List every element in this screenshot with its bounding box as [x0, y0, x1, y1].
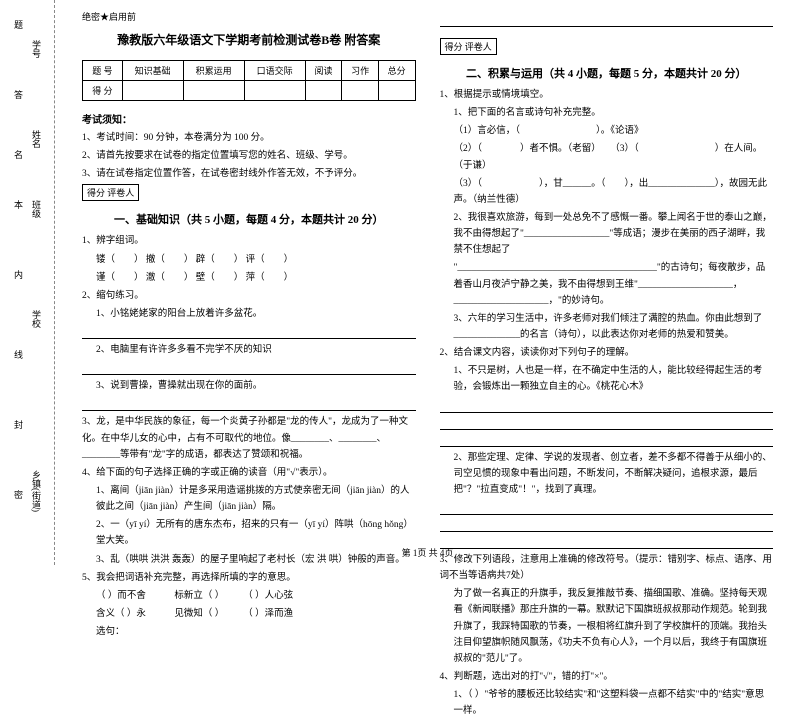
th: 总分 [378, 61, 415, 81]
sep-4: 本 [12, 200, 25, 209]
label-town: 乡镇(街道) [30, 470, 43, 512]
th: 口语交际 [244, 61, 305, 81]
th: 知识基础 [122, 61, 183, 81]
td[interactable] [342, 81, 379, 101]
notice-title: 考试须知： [82, 111, 416, 126]
r3-text[interactable]: 为了做一名真正的升旗手，我反复推敲节奏、描细国歌、准确。坚持每天观看《新闻联播》… [440, 586, 774, 667]
answer-line[interactable] [82, 361, 416, 375]
notice-item: 2、请首先按要求在试卷的指定位置填写您的姓名、班级、学号。 [82, 148, 416, 164]
r1-line[interactable]: （3）（ ），甘______。（ ），出______________），故园无此… [440, 176, 774, 208]
score-box[interactable]: 得分 评卷人 [440, 38, 497, 55]
answer-line[interactable] [440, 518, 774, 532]
q5-line[interactable]: （ ）而不舍 标新立（ ） （ ）人心弦 [82, 588, 416, 604]
q4-line[interactable]: 2、一（yī yí）无所有的唐东杰布，招来的只有一（yī yí）阵哄（hōng … [82, 517, 416, 549]
right-column: 得分 评卷人 二、积累与运用（共 4 小题，每题 5 分，本题共计 20 分） … [428, 10, 786, 565]
sep-8: 密 [12, 490, 25, 499]
secret-mark: 绝密★启用前 [82, 10, 416, 23]
q1-line[interactable]: 镂（ ） 撤（ ） 辟（ ） 评（ ） [82, 252, 416, 268]
answer-line[interactable] [440, 399, 774, 413]
binding-margin: 题 学号 答 姓名 名 本 班级 内 学校 线 封 乡镇(街道) 密 [0, 0, 55, 565]
sep-1: 题 [12, 20, 25, 29]
answer-line[interactable] [440, 433, 774, 447]
table-row: 题 号 知识基础 积累运用 口语交际 阅读 习作 总分 [83, 61, 416, 81]
paper-title: 豫教版六年级语文下学期考前检测试卷B卷 附答案 [82, 31, 416, 48]
q2: 2、缩句练习。 [82, 288, 416, 304]
q5-line[interactable]: 含义（ ）永 见微知（ ） （ ）泽而渔 [82, 606, 416, 622]
r2-2: 2、那些定理、定律、学说的发现者、创立者，差不多都不得善于从细小的、司空见惯的现… [440, 450, 774, 498]
r2: 2、结合课文内容，读读你对下列句子的理解。 [440, 345, 774, 361]
th: 习作 [342, 61, 379, 81]
r1-line[interactable]: （2）（ ）者不惧。（老留） （3）（ ）在人间。（于谦） [440, 141, 774, 173]
td[interactable] [122, 81, 183, 101]
section1-title: 一、基础知识（共 5 小题，每题 4 分，本题共计 20 分） [82, 211, 416, 227]
td: 得 分 [83, 81, 123, 101]
sep-6: 线 [12, 350, 25, 359]
q2-line: 2、电脑里有许许多多看不完学不厌的知识 [82, 342, 416, 358]
r1-line[interactable]: "_______________________________________… [440, 260, 774, 308]
table-row: 得 分 [83, 81, 416, 101]
q4: 4、给下面的句子选择正确的字或正确的读音（用"√"表示）。 [82, 465, 416, 481]
answer-line[interactable] [82, 325, 416, 339]
q2-line: 1、小铭姥姥家的阳台上放着许多盆花。 [82, 306, 416, 322]
r2-line: 1、不只是树，人也是一样，在不确定中生活的人，能比较经得起生活的考验，会锻炼出一… [440, 363, 774, 395]
q1: 1、辨字组词。 [82, 233, 416, 249]
th: 题 号 [83, 61, 123, 81]
answer-line[interactable] [440, 416, 774, 430]
score-box[interactable]: 得分 评卷人 [82, 184, 139, 201]
label-name: 姓名 [30, 130, 43, 148]
td[interactable] [244, 81, 305, 101]
r1-line[interactable]: 3、六年的学习生活中，许多老师对我们倾注了满腔的热血。你由此想到了_______… [440, 311, 774, 343]
answer-line[interactable] [82, 397, 416, 411]
label-class: 班级 [30, 200, 43, 218]
q5: 5、我会把词语补充完整，再选择所填的字的意思。 [82, 570, 416, 586]
r1-line: 1、把下面的名言或诗句补充完整。 [440, 105, 774, 121]
q5-line: 选句： [82, 624, 416, 640]
score-table: 题 号 知识基础 积累运用 口语交际 阅读 习作 总分 得 分 [82, 60, 416, 101]
content-area: 绝密★启用前 豫教版六年级语文下学期考前检测试卷B卷 附答案 题 号 知识基础 … [55, 0, 800, 565]
r1: 1、根据提示或情境填空。 [440, 87, 774, 103]
td[interactable] [378, 81, 415, 101]
answer-line[interactable] [440, 13, 774, 27]
answer-line[interactable] [440, 501, 774, 515]
q4-line[interactable]: 1、离间（jiān jiàn）计是多采用造谣挑拨的方式使亲密无间（jiān ji… [82, 483, 416, 515]
r1-line[interactable]: 2、我很喜欢旅游，每到一处总免不了感慨一番。攀上闻名于世的泰山之巅，我不由得想起… [440, 210, 774, 258]
q3: 3、龙，是中华民族的象征，每一个炎黄子孙都是"龙的传人"，龙成为了一种文化。在中… [82, 414, 416, 462]
section2-title: 二、积累与运用（共 4 小题，每题 5 分，本题共计 20 分） [440, 65, 774, 81]
r4: 4、判断题，选出对的打"√"，错的打"×"。 [440, 669, 774, 685]
label-school: 学校 [30, 310, 43, 328]
td[interactable] [305, 81, 342, 101]
sep-3: 名 [12, 150, 25, 159]
notice-item: 1、考试时间：90 分钟，本卷满分为 100 分。 [82, 130, 416, 146]
sep-7: 封 [12, 420, 25, 429]
r1-line[interactable]: （1）言必信，（ ）。《论语》 [440, 123, 774, 139]
label-student-id: 学号 [30, 40, 43, 58]
notice-item: 3、请在试卷指定位置作答，在试卷密封线外作答无效，不予评分。 [82, 166, 416, 182]
q1-line[interactable]: 谨（ ） 澈（ ） 壁（ ） 萍（ ） [82, 270, 416, 286]
sep-2: 答 [12, 90, 25, 99]
sep-5: 内 [12, 270, 25, 279]
th: 积累运用 [183, 61, 244, 81]
page-footer: 第 1页 共 4页 [55, 546, 800, 559]
left-column: 绝密★启用前 豫教版六年级语文下学期考前检测试卷B卷 附答案 题 号 知识基础 … [70, 10, 428, 565]
th: 阅读 [305, 61, 342, 81]
q2-line: 3、说到曹操，曹操就出现在你的面前。 [82, 378, 416, 394]
td[interactable] [183, 81, 244, 101]
r4-line[interactable]: 1、（ ）"爷爷的腰板还比较结实"和"这塑料袋一点都不结实"中的"结实"意思一样… [440, 687, 774, 719]
